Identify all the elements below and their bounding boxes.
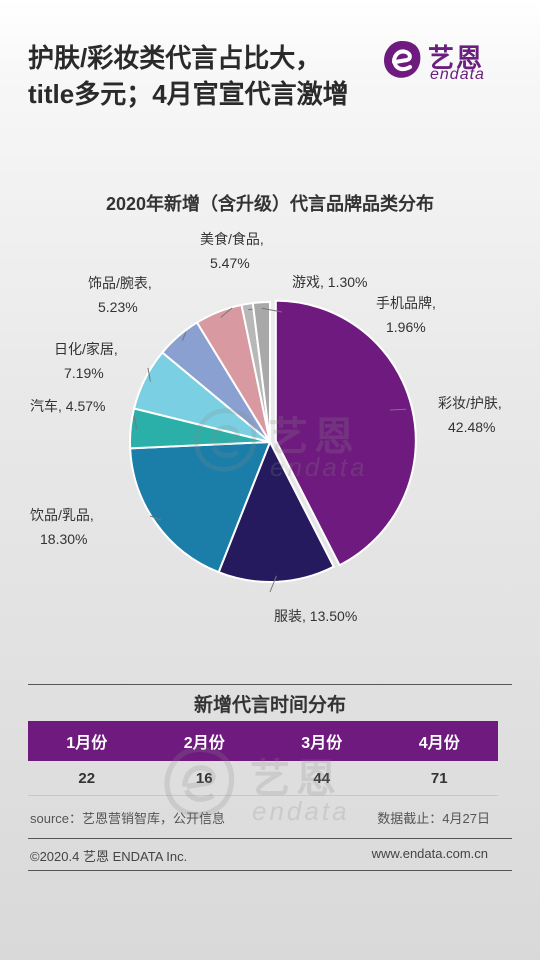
section-divider-top [28, 684, 512, 685]
table-cell: 44 [313, 769, 331, 787]
slice-value-label: 5.47% [210, 255, 250, 271]
table-header-cell: 1月份 [66, 735, 108, 752]
slice-category-label: 手机品牌, [376, 295, 436, 311]
pie-slice [217, 439, 336, 583]
leader-line [149, 515, 162, 521]
headline-line-1: 护肤/彩妆类代言占比大， [28, 43, 322, 73]
table-header-cell: 3月份 [301, 735, 343, 752]
brand-name-en: endata [430, 66, 485, 83]
table-cell: 16 [195, 769, 213, 787]
brand-name-cn: 艺恩 [428, 43, 485, 73]
slice-value-label: 18.30% [40, 531, 87, 547]
table-row: 22 16 44 71 [28, 761, 498, 795]
slice-category-label: 彩妆/护肤, [438, 395, 502, 411]
slice-category-label: 日化/家居, [54, 341, 118, 357]
headline-line-2: title多元；4月官宣代言激增 [28, 79, 349, 109]
data-cutoff-note: 数据截止：4月27日 [377, 811, 490, 826]
slice-value-label: 5.23% [98, 299, 138, 315]
slice-category-label: 饰品/腕表, [88, 275, 152, 291]
table-title: 新增代言时间分布 [193, 695, 346, 716]
leader-line [389, 408, 407, 411]
slice-label: 汽车, 4.57% [30, 398, 105, 414]
brand-logo: 艺恩 endata [380, 36, 510, 86]
leader-line [220, 307, 233, 318]
section-divider-bottom [28, 838, 512, 839]
table-cell: 71 [430, 769, 448, 787]
pie-slice [274, 299, 417, 567]
copyright: ©2020.4 艺恩 ENDATA Inc. [30, 849, 188, 864]
pie-chart: 彩妆/护肤, 42.48% 服装, 13.50% 饮品/乳品, 18.30% 汽车, 4.… [30, 231, 502, 624]
slice-value-label: 42.48% [448, 419, 495, 435]
leader-line [269, 575, 277, 593]
table-header-cell: 4月份 [418, 735, 460, 752]
footer-divider [28, 870, 512, 871]
pie-slice [129, 440, 272, 574]
endata-logo-icon [384, 41, 421, 78]
leader-line [261, 307, 283, 313]
slice-value-label: 7.19% [64, 365, 104, 381]
leader-line [147, 367, 151, 382]
slice-label: 服装, 13.50% [274, 608, 357, 624]
table-header-cell: 2月份 [183, 735, 225, 752]
watermark-brand-en: endata [252, 796, 350, 826]
pie-slice [251, 300, 271, 443]
slice-category-label: 美食/食品, [200, 231, 264, 247]
leader-line [133, 415, 138, 429]
website-url: www.endata.com.cn [371, 846, 488, 861]
chart-title: 2020年新增（含升级）代言品牌品类分布 [105, 194, 435, 214]
headline: 护肤/彩妆类代言占比大， title多元；4月官宣代言激增 [28, 40, 358, 112]
table-cell: 22 [78, 769, 96, 787]
table-header: 1月份 2月份 3月份 4月份 [28, 721, 498, 761]
slice-label: 游戏, 1.30% [292, 274, 367, 290]
slice-category-label: 饮品/乳品, [30, 507, 94, 523]
leader-line [181, 331, 187, 341]
source-note: source：艺恩营销智库，公开信息 [30, 811, 226, 826]
table-row-divider [28, 795, 498, 796]
slice-value-label: 1.96% [386, 319, 426, 335]
